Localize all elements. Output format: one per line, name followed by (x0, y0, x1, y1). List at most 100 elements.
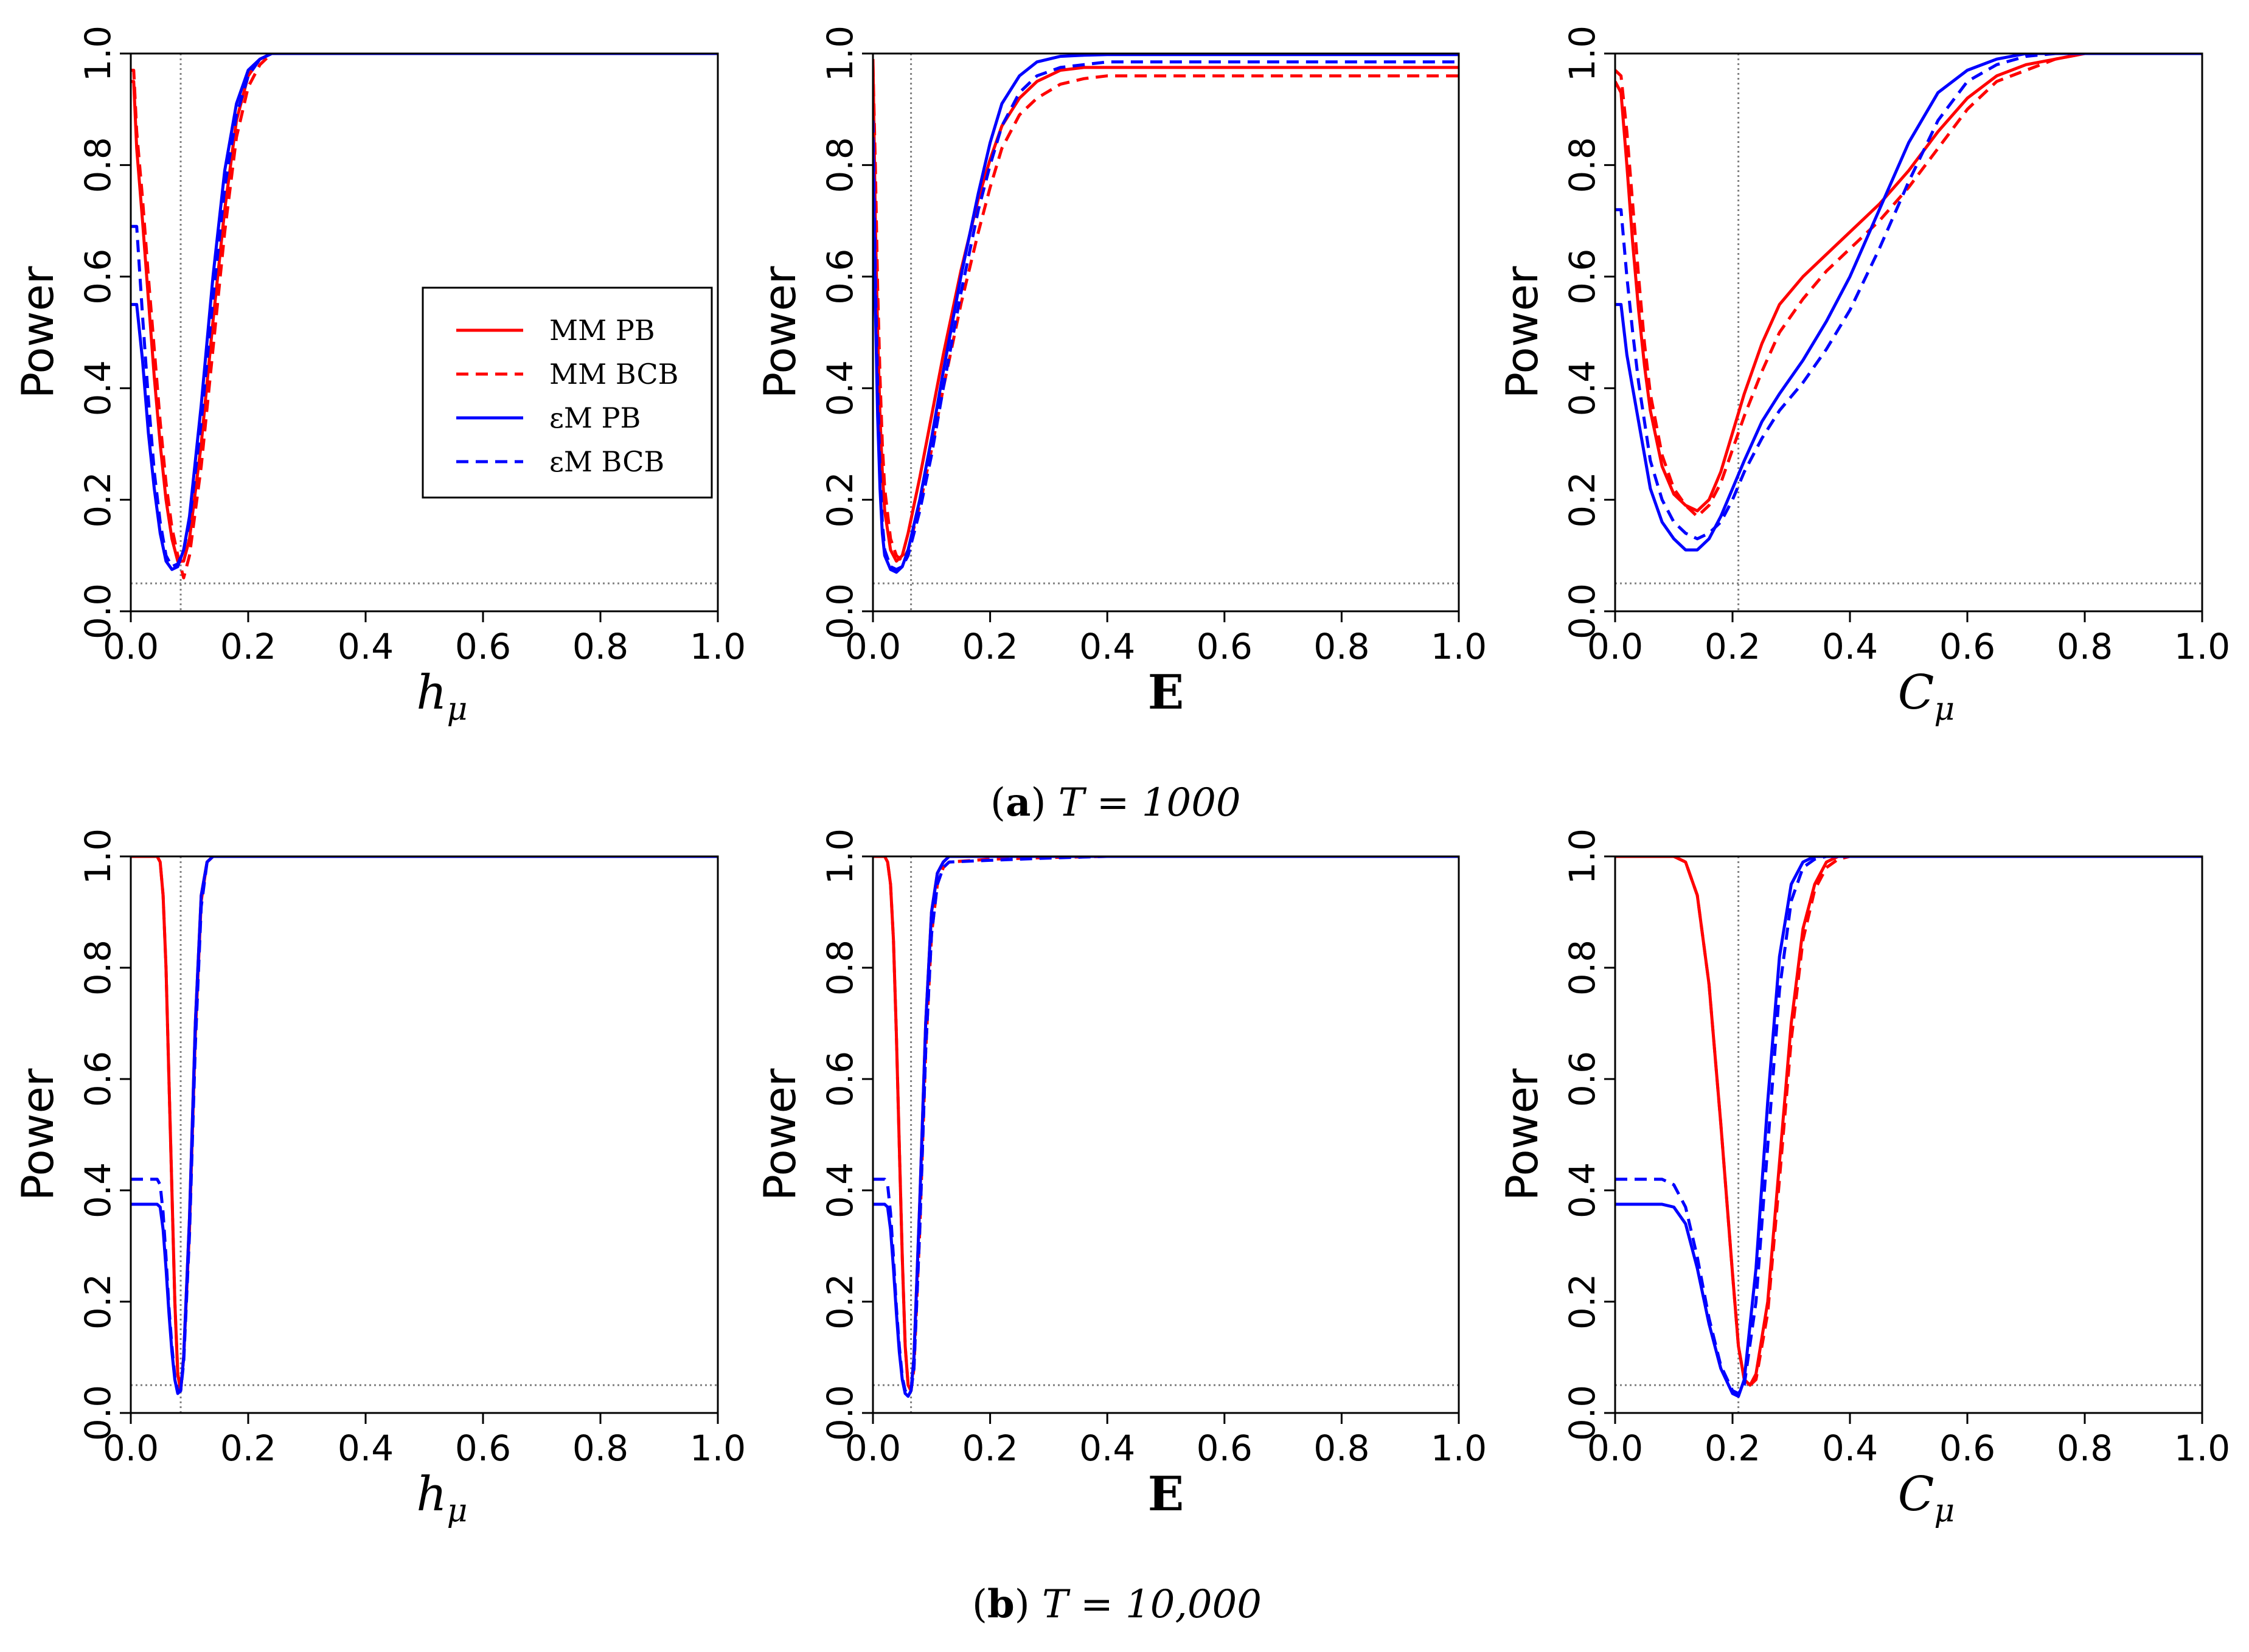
x-tick-label: 0.2 (220, 1428, 276, 1469)
y-tick-label: 0.8 (77, 137, 119, 193)
y-tick-label: 0.2 (77, 1274, 119, 1330)
x-tick-label: 0.6 (1939, 626, 1995, 667)
x-tick-label: 0.6 (455, 626, 511, 667)
x-tick-label: 0.2 (220, 626, 276, 667)
x-tick-label: 0.6 (455, 1428, 511, 1469)
panel-a1: 0.0 0.2 0.4 0.6 0.8 1.0 0.0 0.2 0.4 0.6 0.8 1.0 Powe… (12, 26, 746, 727)
x-axis-label-main: E (1148, 1466, 1184, 1522)
x-tick-label: 1.0 (2174, 626, 2230, 667)
legend-label: MM PB (549, 314, 655, 347)
series-mm-pb-line (131, 856, 718, 1392)
y-tick-label: 0.2 (819, 1274, 861, 1330)
series-m-bcb-line (873, 856, 1459, 1395)
y-tick-label: 0.6 (1562, 1051, 1603, 1107)
series-mm-pb-line (873, 59, 1459, 563)
x-axis-label: Cμ (1898, 665, 1955, 727)
x-tick-label: 0.0 (1587, 626, 1643, 667)
x-tick-label: 0.2 (962, 626, 1018, 667)
series-m-pb-line (873, 856, 1459, 1398)
series-m-pb-line (1615, 54, 2202, 552)
x-axis-label-sub: μ (447, 691, 468, 727)
y-tick-label: 0.4 (77, 360, 119, 416)
plot-frame (1614, 855, 2203, 1414)
x-tick-label: 0.2 (962, 1428, 1018, 1469)
panel-a3: 0.0 0.2 0.4 0.6 0.8 1.0 0.0 0.2 0.4 0.6 0.8 1.0 Powe… (1496, 26, 2230, 727)
x-tick-label: 0.6 (1939, 1428, 1995, 1469)
caption-a: (a) T = 1000 (990, 780, 1241, 825)
x-axis-label-sub: μ (1934, 1493, 1955, 1529)
x-tick-label: 0.0 (103, 1428, 159, 1469)
plot-frame (1614, 52, 2203, 613)
x-axis-label: hμ (416, 665, 467, 727)
series-m-bcb-line (1615, 856, 2202, 1395)
x-axis-label: E (1148, 1466, 1184, 1522)
legend-label: MM BCB (549, 358, 678, 390)
x-axis-label-main: h (416, 1467, 447, 1522)
series-m-bcb-line (131, 54, 718, 569)
y-tick-label: 0.8 (1562, 137, 1603, 193)
series-m-bcb-line (873, 60, 1459, 571)
x-axis-label: hμ (416, 1467, 467, 1529)
x-tick-label: 0.8 (1313, 1428, 1369, 1469)
x-tick-label: 0.4 (1822, 1428, 1878, 1469)
y-tick-label: 0.0 (1562, 1385, 1603, 1441)
series-mm-bcb-line (873, 64, 1459, 563)
x-tick-label: 0.0 (845, 626, 901, 667)
y-tick-label: 0.2 (1562, 1274, 1603, 1330)
x-tick-label: 1.0 (690, 626, 746, 667)
y-axis-label: Power (754, 266, 805, 398)
panel-a2: 0.0 0.2 0.4 0.6 0.8 1.0 0.0 0.2 0.4 0.6 0.8 1.0 Powe… (754, 26, 1487, 720)
y-tick-label: 0.4 (1562, 1162, 1603, 1218)
y-tick-label: 0.8 (819, 137, 861, 193)
y-tick-label: 0.6 (77, 1051, 119, 1107)
x-axis-label-main: E (1148, 665, 1184, 720)
y-tick-label: 0.8 (819, 940, 861, 996)
y-tick-label: 1.0 (1562, 26, 1603, 82)
x-tick-label: 0.8 (2057, 1428, 2113, 1469)
panel-b3: 0.0 0.2 0.4 0.6 0.8 1.0 0.0 0.2 0.4 0.6 0.8 1.0 Powe… (1496, 828, 2230, 1529)
x-axis-label-main: C (1898, 1467, 1934, 1522)
x-tick-label: 0.4 (1079, 626, 1135, 667)
caption-b-text: T = 10,000 (1042, 1582, 1262, 1627)
series-m-pb-line (1615, 856, 2202, 1398)
x-axis-label: Cμ (1898, 1467, 1955, 1529)
panel-b2: 0.0 0.2 0.4 0.6 0.8 1.0 0.0 0.2 0.4 0.6 0.8 1.0 Powe… (754, 828, 1487, 1522)
panel-b1: 0.0 0.2 0.4 0.6 0.8 1.0 0.0 0.2 0.4 0.6 0.8 1.0 Powe… (12, 828, 746, 1529)
x-tick-label: 0.2 (1705, 626, 1761, 667)
x-tick-label: 0.8 (572, 1428, 628, 1469)
plot-frame (872, 855, 1460, 1414)
y-tick-label: 0.6 (819, 249, 861, 305)
x-tick-label: 0.4 (338, 1428, 394, 1469)
y-tick-label: 0.2 (77, 471, 119, 527)
x-tick-label: 1.0 (1431, 1428, 1487, 1469)
y-tick-label: 0.4 (1562, 360, 1603, 416)
y-axis-label: Power (1496, 1068, 1548, 1201)
x-tick-label: 0.8 (2057, 626, 2113, 667)
y-tick-label: 0.2 (819, 471, 861, 527)
x-tick-label: 1.0 (1431, 626, 1487, 667)
y-tick-label: 0.0 (77, 583, 119, 639)
y-tick-label: 1.0 (819, 828, 861, 884)
series-mm-bcb-line (131, 54, 718, 580)
y-tick-label: 0.2 (1562, 471, 1603, 527)
series-mm-pb-line (873, 856, 1459, 1392)
y-tick-label: 0.6 (819, 1051, 861, 1107)
x-tick-label: 0.4 (338, 626, 394, 667)
x-tick-label: 0.0 (845, 1428, 901, 1469)
series-m-bcb-line (1615, 54, 2202, 541)
series-mm-bcb-line (1615, 856, 2202, 1387)
x-tick-label: 0.0 (1587, 1428, 1643, 1469)
legend: MM PB MM BCB εM PB εM BCB (422, 286, 713, 499)
y-tick-label: 0.0 (819, 1385, 861, 1441)
y-tick-label: 1.0 (77, 26, 119, 82)
legend-label: εM BCB (549, 445, 664, 478)
plot-frame (130, 855, 719, 1414)
series-m-pb-line (873, 54, 1459, 574)
plot-frame (872, 52, 1460, 613)
x-tick-label: 0.2 (1705, 1428, 1761, 1469)
y-axis-label: Power (1496, 266, 1548, 398)
y-axis-label: Power (12, 266, 63, 398)
y-tick-label: 0.8 (1562, 940, 1603, 996)
series-m-bcb-line (131, 856, 718, 1392)
